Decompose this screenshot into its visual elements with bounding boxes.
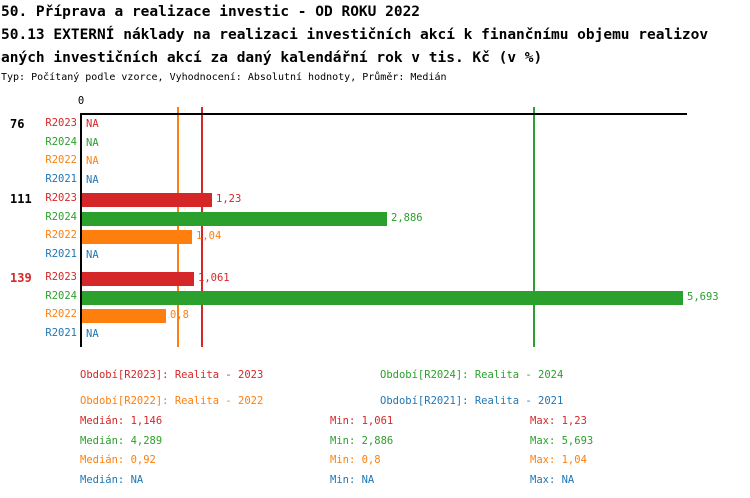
stat-max-r2021: Max: NA xyxy=(530,473,575,486)
bar-value-label: 5,693 xyxy=(687,290,719,303)
row-label-r2024: R2024 xyxy=(45,135,77,148)
stat-median-r2024: Medián: 4,289 xyxy=(80,434,163,447)
stat-min-r2024: Min: 2,886 xyxy=(330,434,394,447)
row-label-r2021: R2021 xyxy=(45,173,77,186)
group-label-76: 76 xyxy=(10,117,25,131)
median-line-r2022 xyxy=(177,107,179,347)
row-label-r2024: R2024 xyxy=(45,210,77,223)
row-label-r2021: R2021 xyxy=(45,248,77,261)
na-value-label: NA xyxy=(86,328,99,341)
stat-max-r2023: Max: 1,23 xyxy=(530,415,587,427)
group-label-111: 111 xyxy=(10,192,32,206)
group-label-139: 139 xyxy=(10,271,32,285)
na-value-label: NA xyxy=(86,136,99,149)
na-value-label: NA xyxy=(86,249,99,262)
y-axis-line xyxy=(80,113,82,347)
report-meta-line: Typ: Počítaný podle vzorce, Vyhodnocení:… xyxy=(1,72,447,83)
report-title-line3: aných investičních akcí za daný kalendář… xyxy=(1,50,543,66)
bar-r2023 xyxy=(82,193,212,207)
stat-min-r2023: Min: 1,061 xyxy=(330,415,394,427)
na-value-label: NA xyxy=(86,155,99,168)
bar-r2024 xyxy=(82,290,683,305)
row-label-r2021: R2021 xyxy=(45,327,77,340)
median-line-r2024 xyxy=(533,107,535,347)
stat-median-r2022: Medián: 0,92 xyxy=(80,454,156,466)
bar-r2023 xyxy=(82,272,194,286)
stat-min-r2022: Min: 0,8 xyxy=(330,454,381,466)
bar-value-label: 0,8 xyxy=(170,309,189,322)
bar-value-label: 1,23 xyxy=(216,193,242,205)
stat-min-r2021: Min: NA xyxy=(330,473,375,486)
report-title-line2: 50.13 EXTERNÍ náklady na realizaci inves… xyxy=(1,27,709,43)
row-label-r2024: R2024 xyxy=(45,289,77,302)
bar-value-label: 1,04 xyxy=(196,230,222,243)
legend-item-r2021: Období[R2021]: Realita - 2021 xyxy=(380,395,564,407)
report-title-line1: 50. Příprava a realizace investic - OD R… xyxy=(1,4,421,20)
bar-r2024 xyxy=(82,211,387,226)
row-label-r2023: R2023 xyxy=(45,117,77,129)
row-label-r2022: R2022 xyxy=(45,154,77,167)
na-value-label: NA xyxy=(86,174,99,187)
legend-item-r2024: Období[R2024]: Realita - 2024 xyxy=(380,369,564,381)
row-label-r2023: R2023 xyxy=(45,271,77,283)
zero-tick-label: 0 xyxy=(77,95,85,107)
row-label-r2023: R2023 xyxy=(45,192,77,204)
bar-value-label: 2,886 xyxy=(391,211,423,224)
row-label-r2022: R2022 xyxy=(45,229,77,242)
median-line-r2023 xyxy=(201,107,203,347)
bar-value-label: 1,061 xyxy=(198,272,230,284)
stat-max-r2024: Max: 5,693 xyxy=(530,434,594,447)
row-label-r2022: R2022 xyxy=(45,308,77,321)
stat-median-r2023: Medián: 1,146 xyxy=(80,415,163,427)
legend-item-r2022: Období[R2022]: Realita - 2022 xyxy=(80,395,264,407)
stat-max-r2022: Max: 1,04 xyxy=(530,454,587,466)
na-value-label: NA xyxy=(86,118,99,130)
bar-r2022 xyxy=(82,309,166,324)
bar-r2022 xyxy=(82,230,192,245)
stat-median-r2021: Medián: NA xyxy=(80,473,144,486)
x-axis-line xyxy=(81,113,687,115)
legend-item-r2023: Období[R2023]: Realita - 2023 xyxy=(80,369,264,381)
